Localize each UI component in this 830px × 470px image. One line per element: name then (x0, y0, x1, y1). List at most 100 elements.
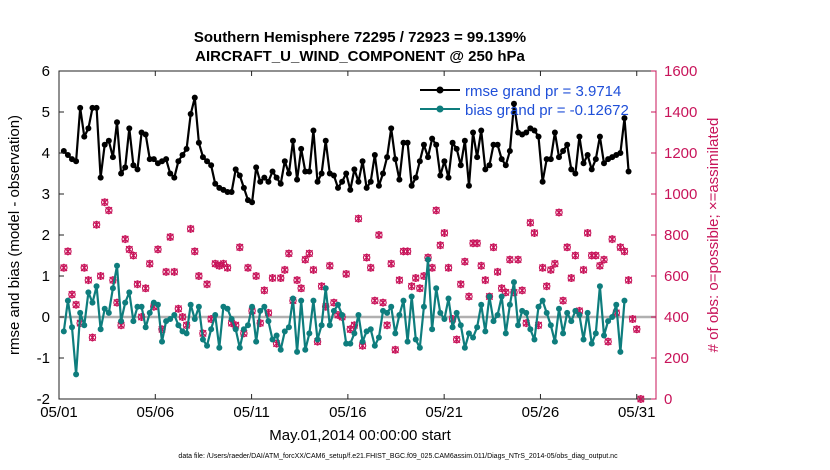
x-tick-label: 05/06 (137, 404, 175, 421)
bias-point (490, 318, 497, 325)
obs-assimilated-point (637, 395, 645, 403)
obs-assimilated-point (530, 228, 539, 237)
obs-assimilated-point (203, 280, 211, 289)
obs-assimilated-point (538, 263, 547, 272)
obs-assimilated-point (72, 300, 80, 309)
obs-assimilated-point (383, 321, 391, 330)
rmse-point (339, 178, 346, 185)
bias-point (118, 318, 125, 325)
rmse-point (584, 152, 591, 159)
rmse-point (273, 174, 280, 181)
rmse-point (249, 199, 256, 206)
rmse-point (175, 158, 182, 165)
rmse-point (470, 129, 477, 136)
bias-point (433, 285, 440, 292)
obs-assimilated-point (444, 263, 453, 272)
obs-assimilated-point (624, 276, 633, 285)
bias-point (498, 293, 505, 300)
rmse-point (539, 178, 546, 185)
rmse-point (551, 129, 558, 136)
rmse-point (572, 170, 579, 177)
bias-point (457, 322, 464, 329)
bias-point (122, 299, 129, 306)
rmse-point (494, 141, 501, 148)
rmse-point (408, 182, 415, 189)
rmse-point (294, 176, 301, 183)
obs-assimilated-point (477, 261, 485, 270)
bias-point (326, 322, 333, 329)
rmse-point (425, 154, 432, 161)
bias-point (474, 324, 481, 331)
obs-assimilated-point (379, 298, 387, 307)
obs-assimilated-point (60, 263, 68, 272)
bias-point (335, 301, 342, 308)
rmse-point (240, 184, 247, 191)
obs-assimilated-point (166, 233, 174, 242)
rmse-point (277, 180, 284, 187)
obs-assimilated-point (592, 251, 600, 260)
rmse-point (355, 178, 362, 185)
obs-assimilated-point (493, 267, 502, 276)
rmse-point (118, 170, 125, 177)
obs-assimilated-point (547, 265, 555, 274)
rmse-point (253, 164, 260, 171)
rmse-point (322, 137, 329, 144)
bias-point (236, 344, 243, 351)
legend: rmse grand pr = 3.9714 bias grand pr = -… (420, 83, 629, 119)
obs-assimilated-point (457, 280, 465, 289)
bias-point (281, 328, 288, 335)
obs-assimilated-point (416, 284, 424, 293)
bias-point (154, 301, 161, 308)
bias-point (289, 295, 296, 302)
obs-assimilated-point (387, 259, 395, 268)
obs-assimilated-point (362, 253, 371, 262)
bias-point (461, 344, 468, 351)
rmse-point (371, 152, 378, 159)
bias-point (384, 309, 391, 316)
obs-assimilated-point (608, 235, 616, 244)
rmse-point (163, 156, 170, 163)
bias-point (543, 309, 550, 316)
bias-point (244, 322, 251, 329)
rmse-point (388, 125, 395, 132)
rmse-point (375, 182, 382, 189)
obs-assimilated-point (354, 214, 363, 223)
obs-assimilated-point (68, 290, 76, 299)
bias-point (355, 311, 362, 318)
chart-subtitle: AIRCRAFT_U_WIND_COMPONENT @ 250 hPa (195, 48, 525, 65)
rmse-point (343, 170, 350, 177)
rmse-point (60, 147, 67, 154)
obs-assimilated-point (223, 263, 232, 272)
y-tick-label: -1 (37, 350, 50, 367)
rmse-point (208, 162, 215, 169)
bias-point (539, 297, 546, 304)
rmse-point (126, 125, 133, 132)
bias-point (64, 297, 71, 304)
obs-assimilated-point (596, 261, 604, 270)
bias-point (318, 322, 325, 329)
obs-assimilated-point (142, 284, 150, 293)
obs-assimilated-point (600, 255, 608, 264)
rmse-point (474, 154, 481, 161)
bias-point (502, 330, 509, 337)
rmse-point (347, 186, 354, 193)
bias-point (216, 344, 223, 351)
obs-assimilated-point (559, 296, 567, 305)
rmse-point (531, 127, 538, 134)
rmse-point (592, 156, 599, 163)
rmse-point (97, 174, 104, 181)
bias-point (527, 326, 534, 333)
obs-assimilated-point (268, 274, 277, 283)
rmse-point (114, 119, 121, 126)
bias-point (232, 326, 239, 333)
rmse-point (555, 154, 562, 161)
rmse-point (404, 139, 411, 146)
obs-assimilated-point (453, 335, 461, 344)
rmse-point (330, 172, 337, 179)
bias-point (531, 336, 538, 343)
bias-point (85, 289, 92, 296)
obs-assimilated-point (170, 267, 178, 276)
rmse-point (506, 147, 513, 154)
obs-assimilated-point (518, 286, 526, 295)
bias-point (269, 336, 276, 343)
